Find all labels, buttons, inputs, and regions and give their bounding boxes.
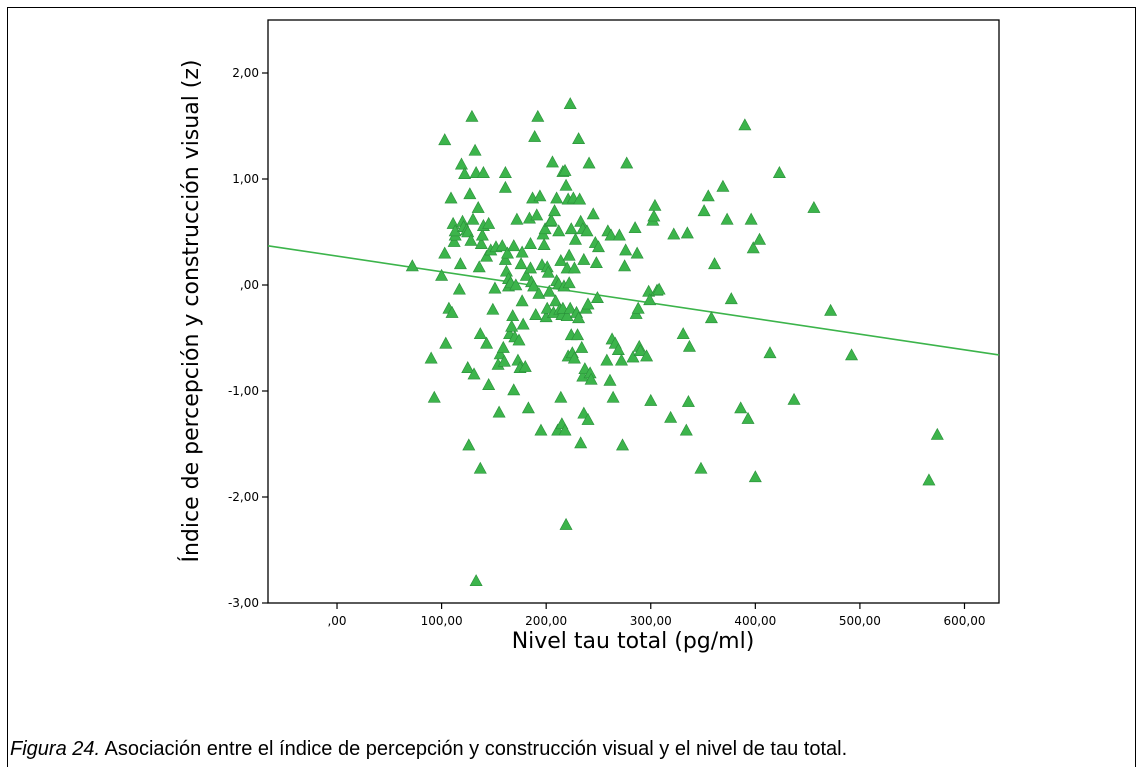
figure-caption: Figura 24. Asociación entre el índice de… [10, 738, 847, 761]
y-axis-title: Índice de percepción y construcción visu… [178, 59, 204, 562]
scatter-chart: -3,00 -2,00 -1,00 ,00 1,00 2,00 ,00 100,00 200,… [0, 0, 1144, 735]
x-tick-label: 100,00 [421, 614, 463, 628]
x-axis: ,00 100,00 200,00 300,00 400,00 500,00 600,00 [327, 603, 985, 628]
y-tick-label: 2,00 [232, 66, 259, 80]
y-axis: -3,00 -2,00 -1,00 ,00 1,00 2,00 [228, 66, 268, 610]
y-tick-label: ,00 [240, 278, 259, 292]
x-tick-label: 500,00 [839, 614, 881, 628]
x-tick-label: 400,00 [734, 614, 776, 628]
y-tick-label: -3,00 [228, 596, 259, 610]
x-tick-label: 600,00 [943, 614, 985, 628]
y-tick-label: -1,00 [228, 384, 259, 398]
x-tick-label: 200,00 [525, 614, 567, 628]
x-tick-label: 300,00 [630, 614, 672, 628]
y-tick-label: -2,00 [228, 490, 259, 504]
x-tick-label: ,00 [327, 614, 346, 628]
y-tick-label: 1,00 [232, 172, 259, 186]
caption-text: Asociación entre el índice de percepción… [100, 738, 847, 760]
x-axis-title: Nivel tau total (pg/ml) [512, 629, 755, 654]
caption-figure-label: Figura 24. [10, 738, 100, 760]
